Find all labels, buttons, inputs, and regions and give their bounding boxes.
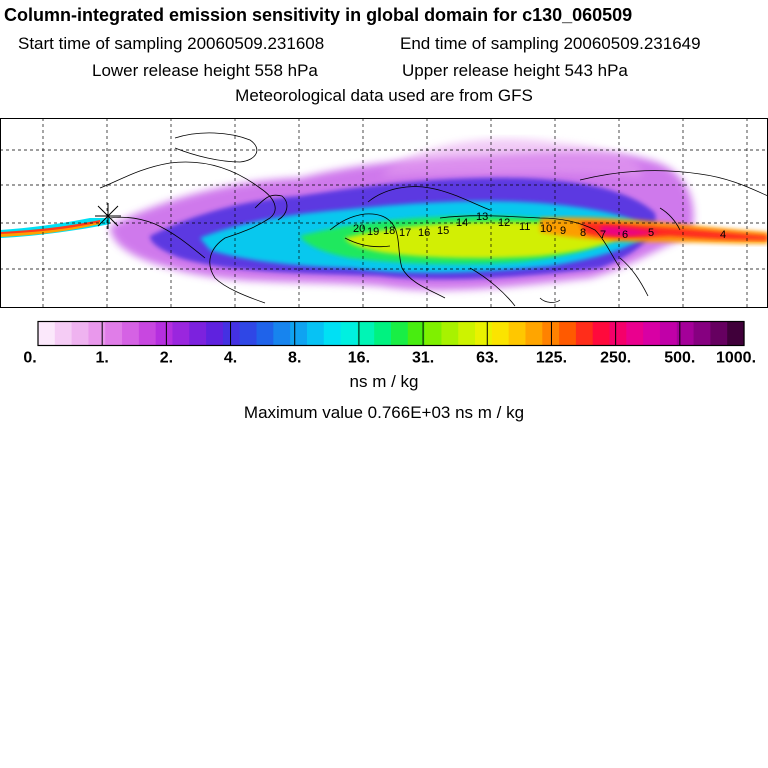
- trajectory-label-16: 16: [418, 227, 430, 239]
- colorbar-tick-label: 250.: [600, 350, 631, 367]
- colorbar-swatch: [643, 321, 661, 346]
- colorbar-swatch: [626, 321, 644, 346]
- start-time-label: Start time of sampling 20060509.231608: [18, 34, 325, 53]
- colorbar-swatch: [256, 321, 274, 346]
- colorbar-tick-label: 16.: [348, 350, 370, 367]
- colorbar-swatch: [575, 321, 594, 346]
- colorbar-swatch: [508, 321, 527, 346]
- colorbar-swatches: [38, 321, 745, 346]
- trajectory-label-4: 4: [720, 229, 726, 241]
- colorbar-swatch: [693, 321, 711, 346]
- colorbar-swatch: [676, 321, 695, 346]
- colorbar: 0. 1. 2. 4. 8. 16. 31. 63. 125. 250. 500. 1000.: [23, 320, 756, 367]
- upper-height-label: Upper release height 543 hPa: [402, 61, 628, 80]
- colorbar-dividers: [101, 321, 681, 346]
- colorbar-tick-label: 4.: [224, 350, 237, 367]
- trajectory-label-17: 17: [399, 227, 411, 239]
- colorbar-swatch: [155, 321, 174, 346]
- colorbar-swatch: [441, 321, 459, 346]
- colorbar-swatch: [592, 321, 611, 346]
- trajectory-label-13: 13: [476, 211, 488, 223]
- colorbar-swatch: [424, 321, 443, 346]
- end-time-label: End time of sampling 20060509.231649: [400, 34, 701, 53]
- colorbar-tick-label: 0.: [23, 350, 36, 367]
- colorbar-swatch: [172, 321, 190, 346]
- sensitivity-field: [0, 138, 768, 291]
- trajectory-labels: 20 19 18 17 16 15 14 13 12 11 10 9 8 7 6…: [353, 211, 726, 241]
- colorbar-swatch: [340, 321, 358, 346]
- colorbar-swatch: [239, 321, 258, 346]
- trajectory-label-20: 20: [353, 223, 365, 235]
- colorbar-swatch: [323, 321, 342, 346]
- trajectory-label-14: 14: [456, 217, 468, 229]
- colorbar-swatch: [475, 321, 493, 346]
- colorbar-tick-label: 8.: [288, 350, 301, 367]
- trajectory-label-7: 7: [600, 229, 606, 241]
- trajectory-label-6: 6: [622, 229, 628, 241]
- colorbar-swatch: [391, 321, 409, 346]
- trajectory-label-12: 12: [498, 217, 510, 229]
- colorbar-tick-label: 2.: [160, 350, 173, 367]
- release-point-marker: [95, 203, 121, 229]
- colorbar-swatch: [559, 321, 577, 346]
- trajectory-label-18: 18: [383, 225, 395, 237]
- colorbar-swatch: [491, 321, 510, 346]
- colorbar-swatch: [54, 321, 73, 346]
- colorbar-swatch: [727, 321, 745, 346]
- colorbar-tick-label: 125.: [536, 350, 567, 367]
- colorbar-swatch: [374, 321, 392, 346]
- trajectory-label-15: 15: [437, 225, 449, 237]
- trajectory-label-5: 5: [648, 227, 654, 239]
- coastlines: [99, 132, 768, 307]
- colorbar-swatch: [306, 321, 325, 346]
- lower-height-label: Lower release height 558 hPa: [92, 61, 318, 80]
- colorbar-tick-label: 63.: [476, 350, 498, 367]
- trajectory-label-9: 9: [560, 225, 566, 237]
- colorbar-tick-label: 1.: [96, 350, 109, 367]
- colorbar-swatch: [357, 321, 375, 346]
- plot-title: Column-integrated emission sensitivity i…: [4, 5, 633, 25]
- colorbar-swatch: [710, 321, 728, 346]
- colorbar-swatch: [122, 321, 140, 346]
- colorbar-tick-labels: 0. 1. 2. 4. 8. 16. 31. 63. 125. 250. 500. 1000.: [23, 350, 756, 367]
- trajectory-label-10: 10: [540, 223, 552, 235]
- colorbar-swatch: [525, 321, 543, 346]
- trajectory-label-19: 19: [367, 226, 379, 238]
- colorbar-swatch: [659, 321, 678, 346]
- colorbar-swatch: [407, 321, 426, 346]
- maximum-value-label: Maximum value 0.766E+03 ns m / kg: [243, 403, 525, 422]
- colorbar-swatch: [290, 321, 308, 346]
- colorbar-swatch: [273, 321, 291, 346]
- colorbar-swatch: [71, 321, 90, 346]
- colorbar-tick-label: 1000.: [716, 350, 756, 367]
- colorbar-swatch: [458, 321, 476, 346]
- met-data-label: Meteorological data used are from GFS: [235, 86, 533, 105]
- colorbar-tick-label: 500.: [664, 350, 695, 367]
- colorbar-swatch: [609, 321, 627, 346]
- colorbar-swatch: [38, 321, 56, 346]
- trajectory-label-8: 8: [580, 227, 586, 239]
- colorbar-swatch: [222, 321, 241, 346]
- units-label: ns m / kg: [349, 372, 419, 391]
- trajectory-label-11: 11: [519, 221, 530, 233]
- colorbar-tick-label: 31.: [412, 350, 434, 367]
- colorbar-swatch: [105, 321, 123, 346]
- colorbar-frame: [37, 320, 745, 347]
- colorbar-swatch: [206, 321, 224, 346]
- graticule: [0, 118, 768, 308]
- sensitivity-map: 20 19 18 17 16 15 14 13 12 11 10 9 8 7 6…: [0, 118, 768, 308]
- colorbar-swatch: [189, 321, 207, 346]
- colorbar-swatch: [88, 321, 106, 346]
- colorbar-swatch: [138, 321, 157, 346]
